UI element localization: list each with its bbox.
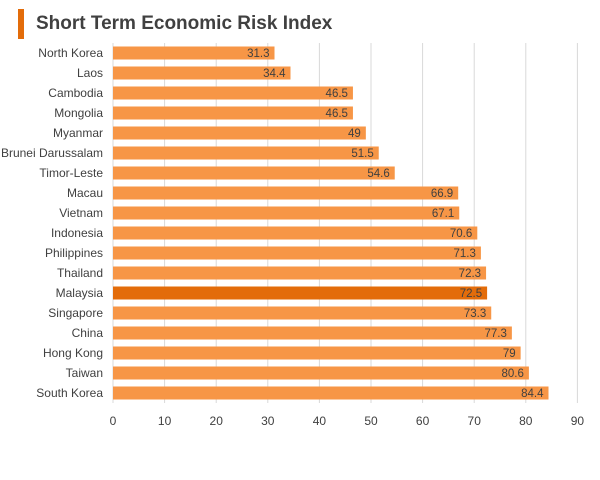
category-label: North Korea bbox=[38, 46, 103, 60]
bar bbox=[113, 126, 366, 140]
data-label: 67.1 bbox=[432, 208, 454, 220]
data-label: 72.3 bbox=[459, 268, 481, 280]
bar bbox=[113, 206, 460, 220]
category-label: Macau bbox=[67, 186, 103, 200]
data-label: 46.5 bbox=[326, 88, 348, 100]
bar bbox=[113, 266, 487, 280]
bar bbox=[113, 146, 379, 160]
x-tick-label: 0 bbox=[110, 414, 117, 428]
bar-highlight bbox=[113, 286, 488, 300]
x-tick-label: 80 bbox=[519, 414, 533, 428]
category-label: South Korea bbox=[36, 386, 103, 400]
category-label: Singapore bbox=[48, 306, 103, 320]
bar bbox=[113, 46, 275, 60]
category-label: Philippines bbox=[45, 246, 103, 260]
data-label: 49 bbox=[348, 128, 361, 140]
chart-header: Short Term Economic Risk Index bbox=[18, 9, 332, 39]
category-label: Malaysia bbox=[56, 286, 104, 300]
category-label: China bbox=[72, 326, 104, 340]
x-tick-label: 90 bbox=[571, 414, 585, 428]
category-label: Cambodia bbox=[48, 86, 103, 100]
category-label: Hong Kong bbox=[43, 346, 103, 360]
bar bbox=[113, 106, 353, 120]
data-label: 54.6 bbox=[367, 168, 389, 180]
data-label: 79 bbox=[503, 348, 516, 360]
bar bbox=[113, 366, 529, 380]
category-label: Indonesia bbox=[51, 226, 103, 240]
bar bbox=[113, 226, 478, 240]
x-tick-label: 40 bbox=[313, 414, 327, 428]
x-tick-label: 10 bbox=[158, 414, 172, 428]
data-label: 51.5 bbox=[351, 148, 373, 160]
x-tick-label: 50 bbox=[364, 414, 378, 428]
bar bbox=[113, 326, 512, 340]
bar bbox=[113, 86, 353, 100]
category-label: Timor-Leste bbox=[39, 166, 103, 180]
bar bbox=[113, 386, 549, 400]
chart-title: Short Term Economic Risk Index bbox=[36, 13, 333, 34]
data-label: 70.6 bbox=[450, 228, 472, 240]
data-label: 77.3 bbox=[484, 328, 506, 340]
category-label: Brunei Darussalam bbox=[1, 146, 103, 160]
bar bbox=[113, 246, 481, 260]
data-label: 80.6 bbox=[502, 368, 524, 380]
data-label: 73.3 bbox=[464, 308, 486, 320]
x-tick-label: 30 bbox=[261, 414, 275, 428]
bar bbox=[113, 186, 459, 200]
category-label: Taiwan bbox=[66, 366, 103, 380]
data-label: 71.3 bbox=[454, 248, 476, 260]
category-label: Myanmar bbox=[53, 126, 103, 140]
data-label: 31.3 bbox=[247, 48, 269, 60]
bar bbox=[113, 66, 291, 80]
title-accent-bar bbox=[18, 9, 24, 39]
data-label: 72.5 bbox=[460, 288, 482, 300]
data-label: 66.9 bbox=[431, 188, 453, 200]
bar bbox=[113, 346, 521, 360]
category-label: Mongolia bbox=[54, 106, 103, 120]
bar bbox=[113, 166, 395, 180]
bar bbox=[113, 306, 492, 320]
category-label: Thailand bbox=[57, 266, 103, 280]
category-label: Vietnam bbox=[59, 206, 103, 220]
x-tick-label: 60 bbox=[416, 414, 430, 428]
category-label: Laos bbox=[77, 66, 103, 80]
data-label: 84.4 bbox=[521, 388, 544, 400]
x-tick-label: 20 bbox=[210, 414, 224, 428]
data-label: 46.5 bbox=[326, 108, 348, 120]
data-label: 34.4 bbox=[263, 68, 286, 80]
x-tick-label: 70 bbox=[468, 414, 482, 428]
